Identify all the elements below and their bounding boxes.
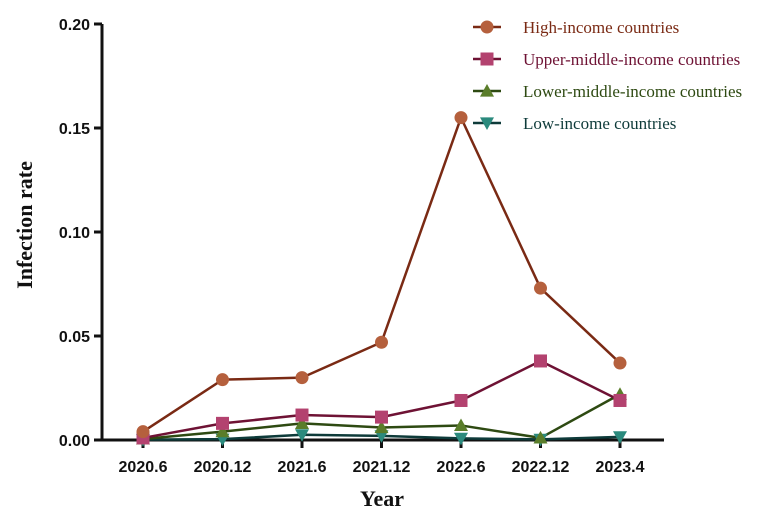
data-point — [613, 356, 627, 370]
data-point — [454, 111, 468, 125]
x-tick-label: 2021.12 — [353, 459, 411, 476]
data-point — [534, 354, 547, 368]
legend-label: Low-income countries — [523, 114, 676, 133]
y-tick-label: 0.00 — [59, 433, 90, 450]
x-tick-label: 2020.6 — [119, 459, 168, 476]
data-point — [295, 371, 309, 385]
data-point — [295, 408, 309, 422]
series-line — [142, 116, 621, 433]
data-point — [454, 393, 468, 407]
legend-label: Upper-middle-income countries — [523, 50, 740, 69]
data-point — [613, 393, 627, 407]
legend-item: High-income countries — [473, 18, 679, 37]
legend-item: Low-income countries — [473, 114, 676, 133]
legend-item: Lower-middle-income countries — [473, 82, 742, 101]
x-tick-label: 2021.6 — [278, 459, 327, 476]
y-tick-label: 0.15 — [59, 121, 90, 138]
data-point — [375, 335, 388, 349]
y-tick-label: 0.05 — [59, 329, 90, 346]
legend-marker — [480, 20, 494, 34]
data-point — [375, 410, 388, 424]
y-tick-label: 0.10 — [59, 225, 90, 242]
series-lines — [142, 116, 621, 441]
x-tick-label: 2023.4 — [596, 459, 645, 476]
data-point — [216, 373, 229, 387]
legend-marker — [480, 84, 494, 97]
data-point — [295, 416, 309, 429]
x-axis-title: Year — [360, 486, 404, 510]
series-markers — [136, 111, 627, 447]
data-point — [613, 431, 627, 444]
data-point — [215, 424, 230, 438]
data-point — [216, 416, 229, 430]
x-tick-label: 2020.12 — [194, 459, 252, 476]
y-tick-label: 0.20 — [59, 17, 90, 34]
legend-item: Upper-middle-income countries — [473, 50, 740, 69]
data-point — [534, 281, 547, 295]
legend-marker — [480, 117, 494, 130]
legend-marker — [480, 52, 494, 66]
y-axis-title: Infection rate — [12, 161, 37, 289]
legend-label: High-income countries — [523, 18, 679, 37]
legend: High-income countries Upper-middle-income… — [473, 18, 742, 133]
data-point — [295, 429, 309, 442]
legend-label: Lower-middle-income countries — [523, 82, 742, 101]
x-tick-label: 2022.12 — [512, 459, 570, 476]
data-point — [374, 420, 389, 434]
x-tick-label: 2022.6 — [437, 459, 486, 476]
data-point — [136, 425, 150, 439]
data-point — [454, 432, 468, 446]
chart-axes: 0.00 0.05 0.10 0.15 0.20 2020.6 2020.12 2021.6 2… — [59, 17, 664, 476]
data-point — [374, 430, 389, 443]
data-point — [454, 418, 468, 432]
data-point — [533, 430, 548, 444]
